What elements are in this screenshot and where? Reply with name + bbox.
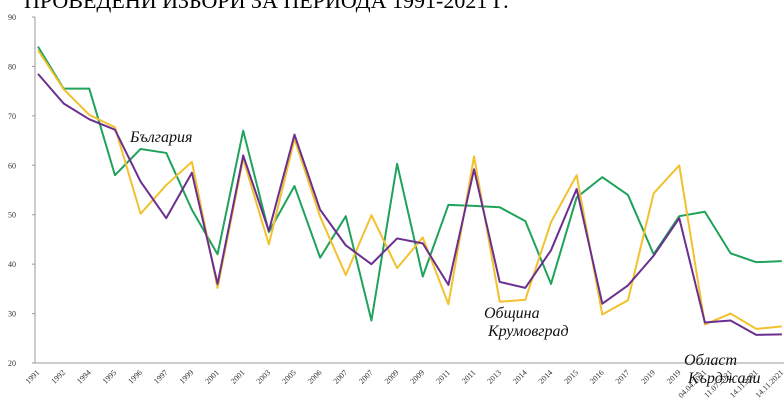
- x-tick-label: 1999: [178, 368, 196, 386]
- x-tick-label: 2006: [306, 368, 324, 386]
- x-tick-label: 2014: [511, 368, 529, 386]
- x-tick-label: 2019: [639, 368, 657, 386]
- x-tick-label: 1994: [75, 368, 93, 386]
- series-label: Област Кърджали: [684, 352, 760, 387]
- x-tick-label: 2014: [537, 368, 555, 386]
- x-tick-label: 1992: [49, 368, 67, 386]
- x-tick-label: 1996: [126, 368, 144, 386]
- x-tick-label: 2007: [332, 368, 350, 386]
- series-label: Община Крумовград: [484, 305, 569, 340]
- series-line: [37, 46, 782, 322]
- x-tick-label: 2001: [203, 368, 221, 386]
- x-tick-label: 1997: [152, 368, 170, 386]
- x-tick-label: 1991: [24, 368, 42, 386]
- y-tick-label: 50: [8, 211, 16, 220]
- x-tick-label: 2009: [408, 368, 426, 386]
- x-tick-label: 2011: [460, 368, 477, 385]
- x-tick-label: 1995: [101, 368, 119, 386]
- y-tick-label: 90: [8, 13, 16, 22]
- y-tick-label: 30: [8, 310, 16, 319]
- x-tick-label: 2001: [229, 368, 247, 386]
- chart-title: ПРОВЕДЕНИ ИЗБОРИ ЗА ПЕРИОДА 1991-2021 Г.: [24, 0, 509, 13]
- x-tick-label: 2017: [614, 368, 632, 386]
- y-tick-label: 80: [8, 62, 16, 71]
- x-tick-label: 2007: [357, 368, 375, 386]
- x-tick-label: 2009: [383, 368, 401, 386]
- x-tick-label: 2013: [485, 368, 503, 386]
- series-line: [37, 73, 782, 336]
- y-tick-label: 60: [8, 161, 16, 170]
- x-tick-label: 2016: [588, 368, 606, 386]
- x-tick-label: 2003: [255, 368, 273, 386]
- x-tick-label: 2005: [280, 368, 298, 386]
- y-tick-label: 40: [8, 260, 16, 269]
- y-tick-label: 20: [8, 359, 16, 368]
- x-tick-label: 2011: [434, 368, 451, 385]
- series-line: [37, 49, 782, 330]
- x-tick-label: 2015: [562, 368, 580, 386]
- series-label: България: [129, 129, 192, 146]
- x-tick-label: 2019: [665, 368, 683, 386]
- y-tick-label: 70: [8, 112, 16, 121]
